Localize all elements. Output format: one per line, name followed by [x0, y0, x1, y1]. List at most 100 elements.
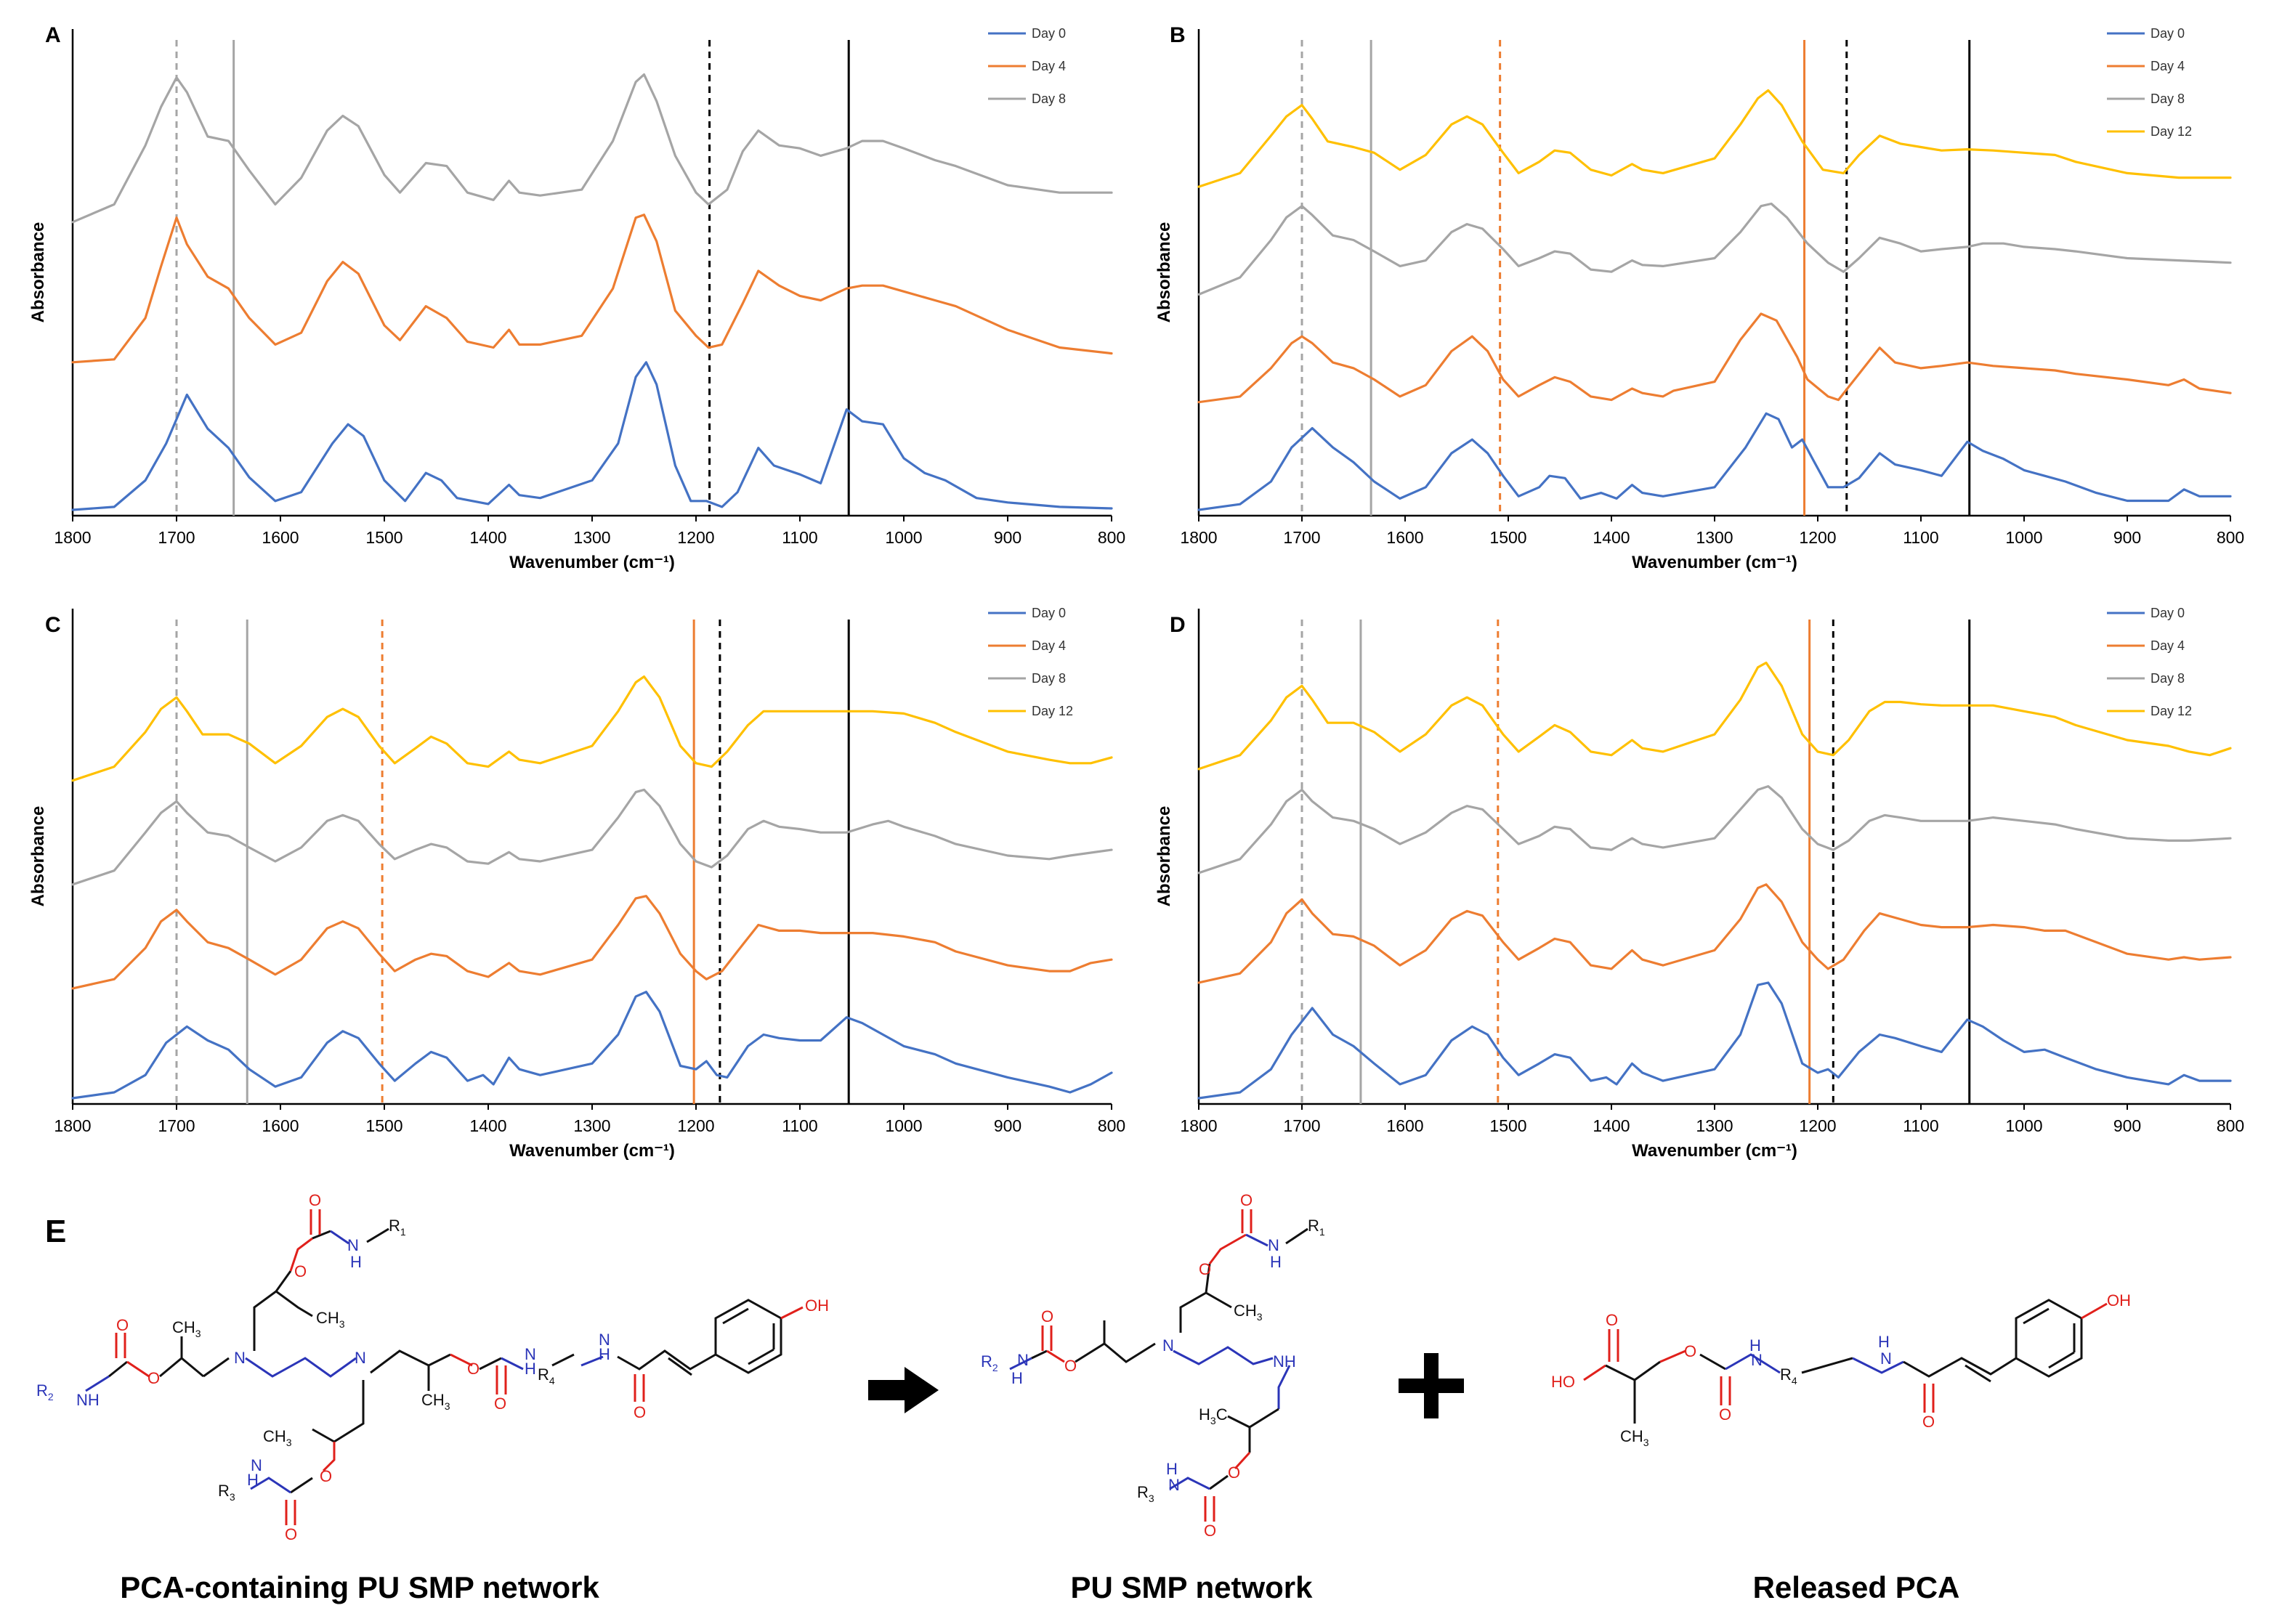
panel-letter: B: [1170, 23, 1186, 47]
y-axis-label: Absorbance: [28, 222, 48, 323]
bond: [1169, 1477, 1210, 1490]
atom-o: O: [1684, 1342, 1696, 1360]
x-tick-label: 1700: [158, 528, 195, 547]
atom-o: O: [1199, 1260, 1211, 1278]
atom-ho: HO: [1551, 1373, 1575, 1391]
legend-label: Day 12: [2150, 124, 2192, 139]
x-tick-label: 1800: [54, 1116, 91, 1135]
atom-r4: R4: [1780, 1365, 1797, 1387]
x-tick-label: 1800: [1180, 528, 1217, 547]
x-axis-label: Wavenumber (cm⁻¹): [1632, 553, 1797, 572]
atom-r3: R3: [218, 1482, 235, 1503]
bond: [1046, 1349, 1065, 1363]
atom-o: O: [1922, 1413, 1935, 1431]
x-tick-label: 1100: [782, 1116, 817, 1135]
series-line-day-4: [1197, 312, 2232, 404]
atom-ch3: CH3: [421, 1391, 450, 1412]
x-tick-label: 900: [994, 528, 1021, 547]
benzene-ring: [2015, 1299, 2083, 1378]
atom-o: O: [294, 1262, 307, 1280]
atom-o: O: [1204, 1522, 1216, 1540]
x-tick-label: 1100: [1903, 528, 1938, 547]
bond: [245, 1357, 357, 1378]
atom-o: O: [1064, 1357, 1077, 1375]
bond: [1725, 1353, 1781, 1374]
x-tick-label: 1000: [2005, 528, 2042, 547]
bond: [1801, 1357, 1853, 1374]
released-pca-molecule: HO O CH3 O O H N R4 H N O OH: [1551, 1291, 2131, 1448]
x-tick-label: 1700: [158, 1116, 195, 1135]
x-tick-label: 1500: [1489, 528, 1526, 547]
plus-vertical: [1424, 1353, 1439, 1418]
atom-n: N: [347, 1236, 359, 1254]
bond: [1659, 1349, 1686, 1363]
atom-o: O: [320, 1467, 332, 1485]
atom-n: N: [1751, 1351, 1763, 1369]
bond: [312, 1428, 335, 1443]
ftir-panels: A 1800 1700 1600 1500 1400 1300 1200 1100 1000 900…: [28, 23, 2244, 1161]
atom-n: N: [525, 1345, 536, 1363]
x-tick-label: 900: [994, 1116, 1021, 1135]
atom-ch3: CH3: [172, 1318, 201, 1339]
x-tick-label: 1500: [365, 1116, 402, 1135]
x-tick-label: 1600: [262, 1116, 299, 1135]
atom-r1: R1: [1308, 1217, 1325, 1238]
atom-r1: R1: [389, 1217, 406, 1238]
bond: [1227, 1415, 1250, 1429]
reaction-arrow: [868, 1367, 939, 1413]
bond: [668, 1357, 692, 1376]
x-tick-label: 1300: [1696, 1116, 1733, 1135]
bond: [159, 1357, 204, 1378]
x-tick-label: 1400: [469, 528, 506, 547]
legend-label: Day 8: [2150, 92, 2185, 106]
x-tick-label: 1400: [469, 1116, 506, 1135]
atom-h3c: H3C: [1199, 1405, 1228, 1426]
bond: [1605, 1364, 1636, 1424]
bond: [780, 1306, 804, 1320]
panel-letter: C: [45, 613, 61, 637]
bond: [2081, 1302, 2108, 1320]
legend-label: Day 0: [2150, 26, 2185, 41]
legend-label: Day 8: [1032, 671, 1066, 686]
x-tick-label: 800: [2217, 1116, 2244, 1135]
panel-letter: A: [45, 23, 61, 47]
x-axis-label: Wavenumber (cm⁻¹): [1632, 1141, 1797, 1161]
atom-h: H: [1749, 1336, 1761, 1355]
atom-o: O: [1228, 1463, 1240, 1482]
caption-pca-network: PCA-containing PU SMP network: [120, 1570, 599, 1604]
x-tick-label: 1600: [262, 528, 299, 547]
atom-h: H: [1878, 1333, 1890, 1351]
atom-h: H: [1011, 1369, 1023, 1387]
panel-e-reaction-scheme: E: [36, 1191, 2131, 1604]
series-line-day-4: [71, 895, 1113, 990]
x-tick-label: 1800: [54, 528, 91, 547]
bond: [1699, 1353, 1726, 1371]
atom-o: O: [1240, 1191, 1253, 1209]
atom-h: H: [525, 1360, 536, 1378]
y-axis-label: Absorbance: [1154, 222, 1174, 323]
series-line-day-8: [1197, 784, 2232, 874]
atom-r3: R3: [1137, 1483, 1154, 1504]
series-line-day-4: [1197, 883, 2232, 984]
bond: [312, 1230, 331, 1240]
legend-label: Day 4: [2150, 59, 2185, 73]
x-tick-label: 800: [2217, 528, 2244, 547]
atom-ch3: CH3: [263, 1427, 292, 1448]
atom-r4: R4: [538, 1365, 555, 1387]
atom-h: H: [599, 1345, 610, 1363]
bond: [1245, 1233, 1269, 1247]
y-axis-label: Absorbance: [1154, 806, 1174, 907]
x-tick-label: 800: [1098, 528, 1125, 547]
x-tick-label: 900: [2113, 1116, 2141, 1135]
bond: [1009, 1357, 1032, 1371]
bond: [551, 1353, 575, 1367]
atom-n: N: [251, 1456, 262, 1474]
atom-o: O: [309, 1191, 321, 1209]
legend-label: Day 0: [1032, 606, 1066, 620]
bond: [108, 1360, 128, 1378]
x-tick-label: 1400: [1593, 1116, 1630, 1135]
bond: [479, 1357, 502, 1371]
bond: [126, 1360, 150, 1378]
legend-label: Day 4: [1032, 59, 1066, 73]
bond: [501, 1357, 524, 1371]
